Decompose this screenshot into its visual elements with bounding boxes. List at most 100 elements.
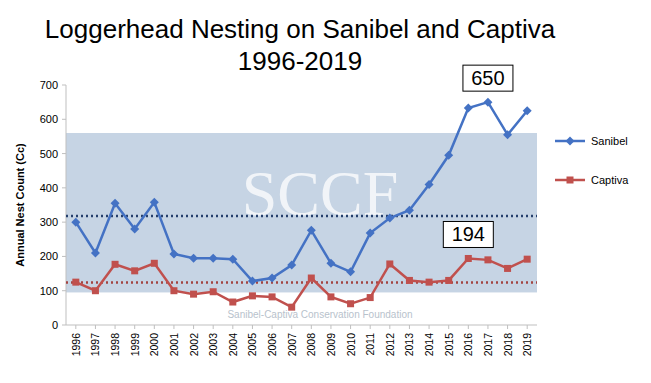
y-tick-label: 300 [40, 216, 58, 228]
x-tick [173, 325, 174, 329]
point [405, 206, 414, 215]
y-tick-label: 600 [40, 113, 58, 125]
annotation-box [463, 65, 513, 91]
plot-area [66, 98, 537, 311]
point [346, 267, 355, 276]
point [269, 293, 276, 300]
x-tick-label: 2002 [188, 333, 200, 357]
x-tick [429, 325, 430, 329]
point [189, 254, 198, 263]
point [406, 277, 413, 284]
annotation-label: 194 [452, 223, 485, 245]
x-tick-label: 2018 [502, 333, 514, 357]
point [170, 287, 177, 294]
x-tick [134, 325, 135, 329]
y-tick-label: 700 [40, 79, 58, 91]
y-tick [62, 85, 66, 86]
point [445, 277, 452, 284]
legend-label: Captiva [591, 174, 629, 186]
point [464, 103, 473, 112]
x-tick [527, 325, 528, 329]
x-tick-label: 2015 [443, 333, 455, 357]
y-tick [62, 187, 66, 188]
point [523, 106, 532, 115]
point [131, 267, 138, 274]
x-tick [448, 325, 449, 329]
x-tick [252, 325, 253, 329]
y-tick [62, 153, 66, 154]
y-tick-label: 400 [40, 182, 58, 194]
x-tick-label: 2003 [207, 333, 219, 357]
series-line [76, 258, 527, 307]
x-tick-label: 2013 [403, 333, 415, 357]
x-tick-label: 2012 [384, 333, 396, 357]
point [287, 261, 296, 270]
average-line [66, 215, 537, 218]
point [190, 291, 197, 298]
point [71, 218, 80, 227]
point [268, 274, 277, 283]
y-axis [66, 85, 67, 325]
watermark-band [66, 133, 537, 292]
legend-marker [566, 137, 575, 146]
x-tick-label: 2008 [305, 333, 317, 357]
point [465, 255, 472, 262]
x-tick-label: 2001 [168, 333, 180, 357]
point [504, 265, 511, 272]
point [91, 249, 100, 258]
x-tick-label: 2011 [364, 333, 376, 356]
x-tick-label: 2007 [286, 333, 298, 357]
y-tick-label: 0 [52, 319, 58, 331]
point [92, 287, 99, 294]
y-tick-label: 100 [40, 285, 58, 297]
point [426, 279, 433, 286]
x-tick-label: 2000 [148, 333, 160, 357]
x-tick-label: 2006 [266, 333, 278, 357]
y-tick [62, 256, 66, 257]
y-tick-label: 500 [40, 148, 58, 160]
x-tick-label: 2004 [227, 333, 239, 357]
x-tick-label: 2009 [325, 333, 337, 357]
point [524, 256, 531, 263]
x-tick [487, 325, 488, 329]
x-tick-label: 2017 [482, 333, 494, 357]
point [248, 277, 257, 286]
point [385, 214, 394, 223]
x-tick [154, 325, 155, 329]
title: Loggerhead Nesting on Sanibel and Captiv… [45, 14, 556, 44]
x-tick [507, 325, 508, 329]
x-tick [193, 325, 194, 329]
point [72, 279, 79, 286]
point [327, 293, 334, 300]
x-tick-label: 1998 [109, 333, 121, 357]
x-tick-label: 1996 [70, 333, 82, 357]
y-tick [62, 119, 66, 120]
x-axis [66, 325, 537, 326]
point [209, 254, 218, 263]
point [386, 260, 393, 267]
point [151, 260, 158, 267]
watermark-text: SCCF [242, 158, 399, 229]
x-tick-label: 2014 [423, 333, 435, 357]
x-tick [468, 325, 469, 329]
point [111, 199, 120, 208]
annotation-label: 650 [471, 67, 504, 89]
point [347, 300, 354, 307]
point [150, 198, 159, 207]
watermark-caption: Sanibel-Captiva Conservation Foundation [227, 309, 412, 320]
point [228, 255, 237, 264]
point [249, 292, 256, 299]
point [483, 98, 492, 107]
chart: Loggerhead Nesting on Sanibel and Captiv… [0, 0, 651, 383]
x-tick-label: 2010 [345, 333, 357, 357]
x-tick-label: 2005 [246, 333, 258, 357]
y-tick [62, 222, 66, 223]
x-tick [291, 325, 292, 329]
point [503, 130, 512, 139]
x-tick [272, 325, 273, 329]
series-line [76, 102, 527, 281]
legend-label: Sanibel [591, 135, 628, 147]
x-tick [115, 325, 116, 329]
x-tick [350, 325, 351, 329]
x-tick [389, 325, 390, 329]
